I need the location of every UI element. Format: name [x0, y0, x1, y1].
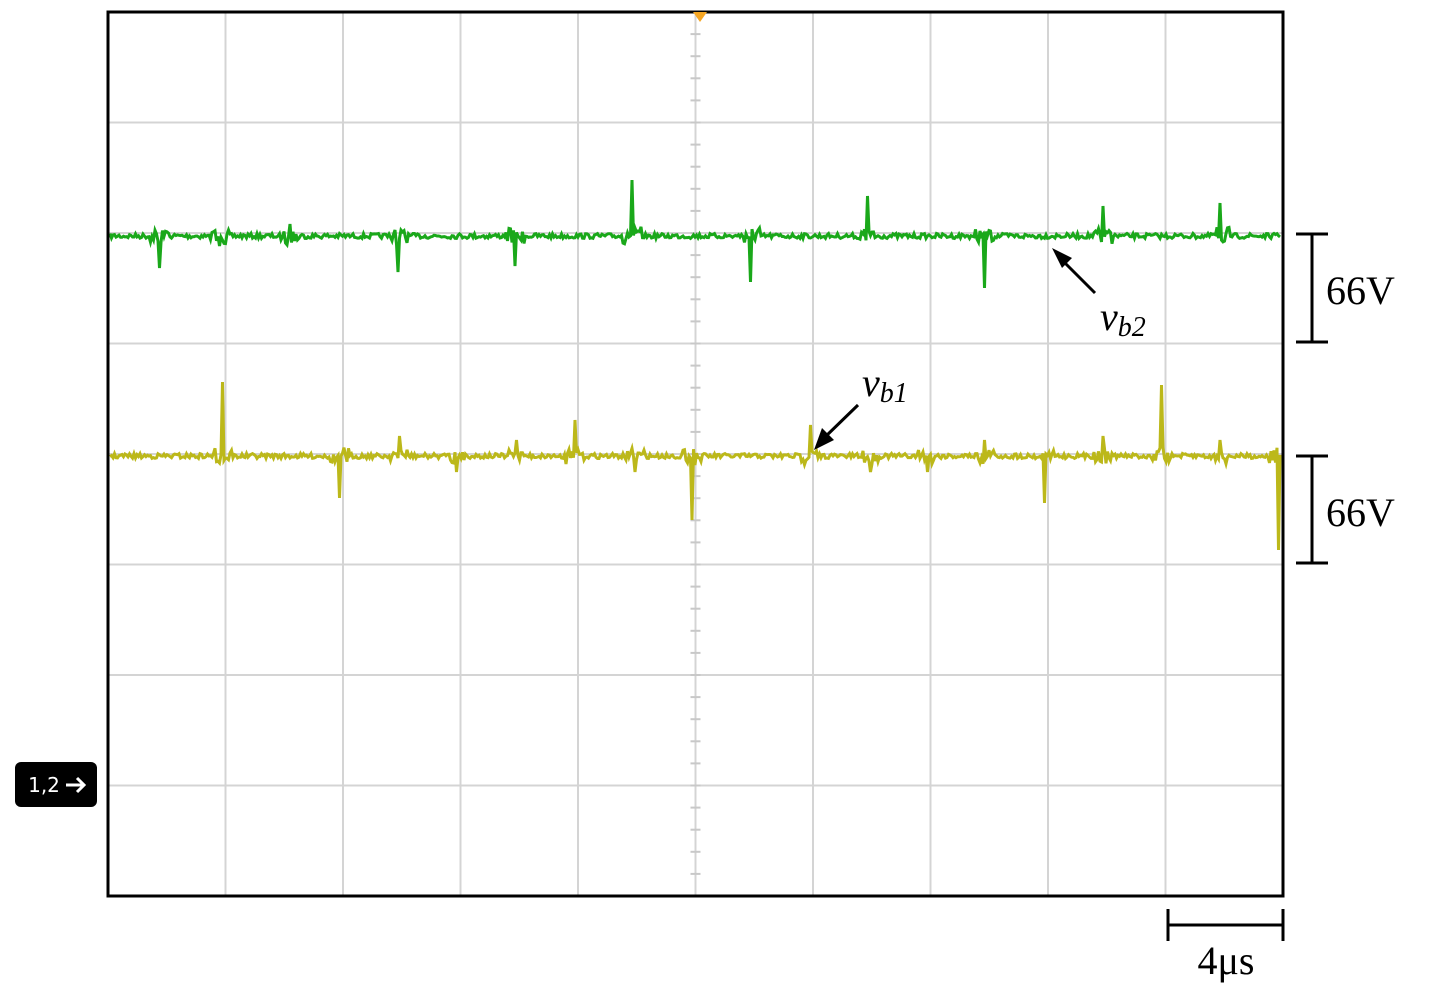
arrow: [1052, 248, 1097, 295]
scale-bar-time: [1166, 909, 1285, 941]
scale-bar-v1: [1296, 232, 1328, 344]
scale-label: 66V: [1326, 268, 1395, 313]
scale-label: 66V: [1326, 490, 1395, 535]
trace: [109, 381, 1282, 551]
scale-label: 4μs: [1197, 938, 1254, 983]
channel-arrow: [66, 776, 87, 794]
trace-label: vb2: [1100, 294, 1146, 343]
symbol: v: [862, 360, 880, 405]
subscript: b1: [880, 378, 908, 409]
arrow: [814, 403, 860, 450]
symbol: v: [1100, 294, 1118, 339]
trigger-marker: [693, 12, 707, 22]
trace-label: vb1: [862, 360, 908, 409]
trace: [108, 179, 1281, 289]
subscript: b2: [1118, 312, 1146, 343]
scale-bar-v2: [1296, 454, 1328, 565]
channel-marker: [15, 762, 97, 807]
traces: [108, 179, 1282, 551]
channel-marker-label: 1,2: [28, 773, 60, 797]
